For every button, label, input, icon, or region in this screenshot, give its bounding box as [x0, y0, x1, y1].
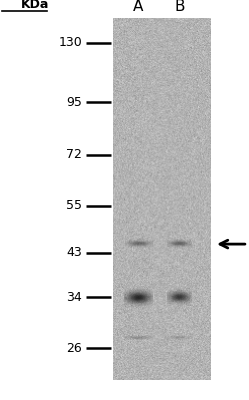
- Text: A: A: [133, 0, 143, 14]
- Text: 43: 43: [66, 246, 82, 259]
- Text: 55: 55: [66, 200, 82, 212]
- Text: KDa: KDa: [21, 0, 50, 11]
- Bar: [113, 18, 210, 380]
- Text: 130: 130: [59, 36, 82, 49]
- Text: B: B: [174, 0, 185, 14]
- Text: 34: 34: [66, 291, 82, 304]
- Text: 95: 95: [66, 96, 82, 109]
- Text: 72: 72: [66, 148, 82, 161]
- Text: 26: 26: [66, 342, 82, 355]
